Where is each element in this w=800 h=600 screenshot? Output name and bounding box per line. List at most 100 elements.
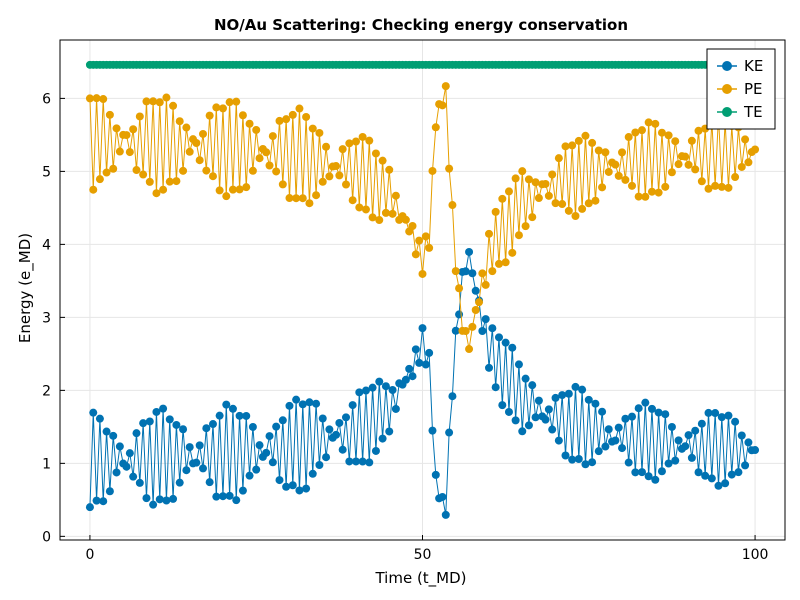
data-point-pe: [421, 232, 430, 241]
data-point-ke: [165, 415, 174, 424]
data-point-pe: [165, 177, 174, 186]
data-point-pe: [554, 154, 563, 163]
data-point-pe: [448, 201, 457, 210]
data-point-ke: [179, 425, 188, 434]
data-point-pe: [102, 168, 111, 177]
data-point-ke: [621, 414, 630, 423]
data-point-pe: [365, 136, 374, 145]
data-point-pe: [212, 103, 221, 112]
data-point-pe: [345, 139, 354, 148]
data-point-pe: [179, 166, 188, 175]
data-point-ke: [521, 374, 530, 383]
data-point-ke: [245, 471, 254, 480]
data-point-ke: [272, 422, 281, 431]
data-point-pe: [621, 175, 630, 184]
data-point-ke: [488, 324, 497, 333]
data-point-ke: [351, 457, 360, 466]
data-point-pe: [182, 123, 191, 132]
data-point-ke: [348, 401, 357, 410]
y-axis-label: Energy (e_MD): [16, 233, 35, 343]
data-point-ke: [248, 422, 257, 431]
data-point-ke: [618, 444, 627, 453]
data-point-ke: [441, 510, 450, 519]
data-point-pe: [375, 216, 384, 225]
data-point-ke: [139, 419, 148, 428]
data-point-pe: [315, 128, 324, 137]
data-point-ke: [162, 496, 171, 505]
data-point-pe: [159, 185, 168, 194]
data-point-ke: [657, 467, 666, 476]
data-point-ke: [235, 411, 244, 420]
data-point-pe: [641, 192, 650, 201]
data-point-ke: [175, 478, 184, 487]
data-point-pe: [322, 142, 331, 151]
data-point-ke: [568, 455, 577, 464]
legend-marker: [722, 107, 732, 117]
data-point-pe: [494, 259, 503, 268]
data-point-pe: [475, 298, 484, 307]
data-point-ke: [558, 391, 567, 400]
data-point-pe: [172, 177, 181, 186]
data-point-ke: [405, 364, 414, 373]
data-point-pe: [511, 174, 520, 183]
data-point-ke: [681, 442, 690, 451]
legend-item-pe: PE: [717, 80, 763, 98]
data-point-pe: [461, 327, 470, 335]
data-point-pe: [332, 162, 341, 171]
data-point-pe: [275, 116, 284, 125]
data-point-pe: [295, 104, 304, 113]
data-point-ke: [581, 460, 590, 469]
data-point-pe: [628, 181, 637, 190]
data-point-pe: [99, 95, 108, 104]
data-point-ke: [172, 420, 181, 429]
legend-marker: [722, 84, 732, 94]
data-point-ke: [741, 461, 750, 470]
data-point-ke: [694, 468, 703, 477]
data-point-ke: [707, 474, 716, 483]
data-point-ke: [734, 468, 743, 477]
data-point-pe: [681, 152, 690, 161]
data-point-pe: [325, 172, 334, 181]
y-tick-label: 6: [42, 91, 51, 107]
data-point-ke: [594, 447, 603, 456]
data-point-ke: [365, 458, 374, 467]
data-point-pe: [614, 171, 623, 180]
data-point-pe: [441, 82, 450, 91]
data-point-ke: [322, 453, 331, 462]
x-tick-label: 0: [85, 547, 94, 563]
data-point-pe: [574, 136, 583, 145]
data-point-ke: [385, 427, 394, 436]
data-point-ke: [561, 451, 570, 460]
data-point-ke: [105, 487, 114, 496]
data-point-ke: [332, 430, 341, 439]
data-point-ke: [85, 503, 94, 512]
data-point-pe: [654, 188, 663, 197]
data-point-pe: [205, 111, 214, 120]
data-point-ke: [714, 481, 723, 490]
data-point-ke: [425, 348, 434, 357]
data-point-ke: [222, 400, 231, 409]
data-point-ke: [308, 469, 317, 478]
data-point-ke: [232, 496, 241, 505]
data-point-pe: [342, 180, 351, 189]
data-point-pe: [415, 236, 424, 245]
x-axis-label: Time (t_MD): [374, 569, 466, 588]
data-point-ke: [578, 385, 587, 394]
data-point-pe: [218, 104, 227, 113]
data-point-ke: [601, 442, 610, 451]
data-point-pe: [235, 185, 244, 194]
data-point-ke: [671, 456, 680, 465]
data-point-pe: [89, 185, 98, 194]
data-point-ke: [275, 476, 284, 485]
data-point-pe: [624, 133, 633, 142]
y-tick-label: 5: [42, 164, 51, 180]
data-point-pe: [185, 147, 194, 156]
data-point-pe: [371, 149, 380, 158]
data-point-ke: [125, 449, 134, 458]
data-point-pe: [564, 206, 573, 215]
y-tick-label: 2: [42, 383, 51, 399]
data-point-pe: [381, 208, 390, 217]
data-point-pe: [308, 124, 317, 133]
data-point-pe: [551, 199, 560, 208]
data-point-ke: [415, 358, 424, 367]
